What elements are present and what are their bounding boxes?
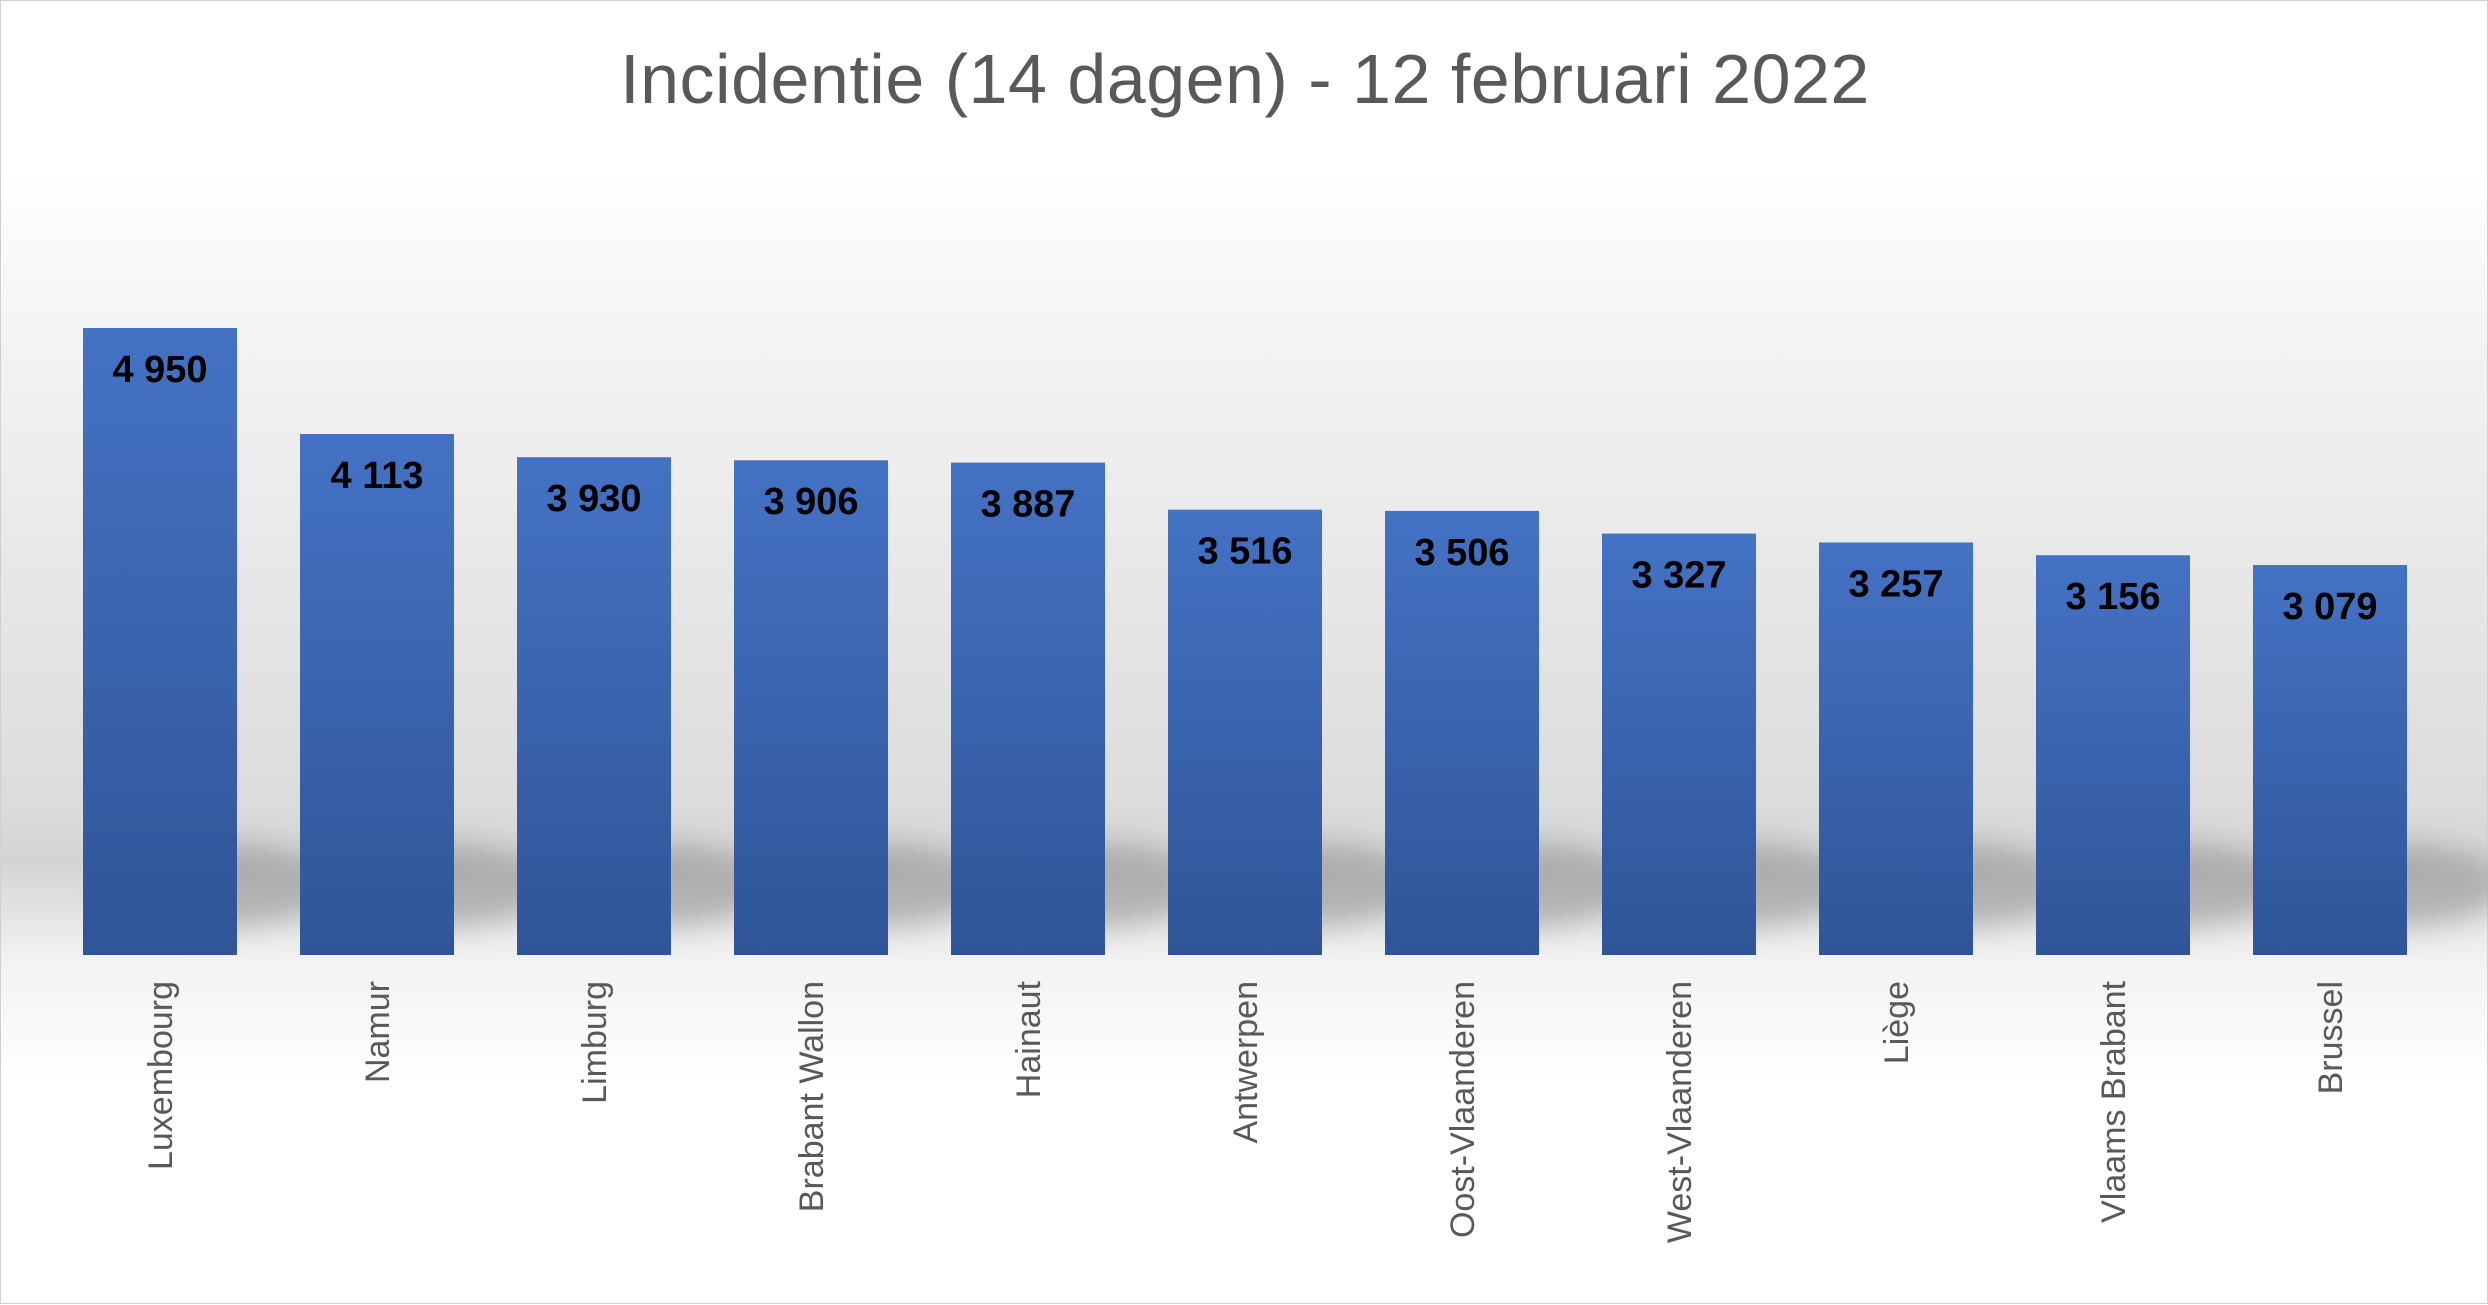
category-label: Liège (1878, 981, 1916, 1064)
data-label: 3 887 (980, 484, 1075, 526)
data-label: 3 930 (546, 478, 641, 520)
category-label: Oost-Vlaanderen (1444, 981, 1482, 1238)
category-label: Luxembourg (142, 981, 180, 1170)
category-label: Hainaut (1010, 980, 1048, 1098)
data-label: 3 156 (2065, 576, 2160, 618)
category-label: Namur (359, 981, 397, 1083)
bar-luxembourg (83, 328, 237, 955)
category-label: Limburg (576, 981, 614, 1104)
category-label: Brabant Wallon (793, 981, 831, 1212)
data-label: 3 257 (1848, 563, 1943, 605)
category-axis-labels: Luxembourg Namur Limburg Brabant Wallon Hain… (142, 980, 2350, 1243)
category-label: Vlaams Brabant (2095, 980, 2133, 1222)
data-label: 4 113 (331, 455, 424, 497)
data-label: 3 516 (1197, 531, 1292, 573)
bar-limburg (517, 457, 671, 955)
data-label: 4 950 (112, 349, 207, 391)
bar-oost-vlaanderen (1385, 511, 1539, 955)
data-label: 3 079 (2282, 586, 2377, 628)
data-label: 3 506 (1414, 532, 1509, 574)
bar-brabant-wallon (734, 460, 888, 955)
bar-west-vlaanderen (1602, 534, 1756, 955)
bar-namur (300, 434, 454, 955)
bar-hainaut (951, 463, 1105, 955)
data-label: 3 327 (1631, 555, 1726, 597)
bar-series (83, 328, 2407, 955)
data-label: 3 906 (763, 481, 858, 523)
category-label: Brussel (2312, 981, 2350, 1094)
category-label: West-Vlaanderen (1661, 981, 1699, 1243)
category-label: Antwerpen (1227, 981, 1265, 1144)
bar-antwerpen (1168, 510, 1322, 955)
